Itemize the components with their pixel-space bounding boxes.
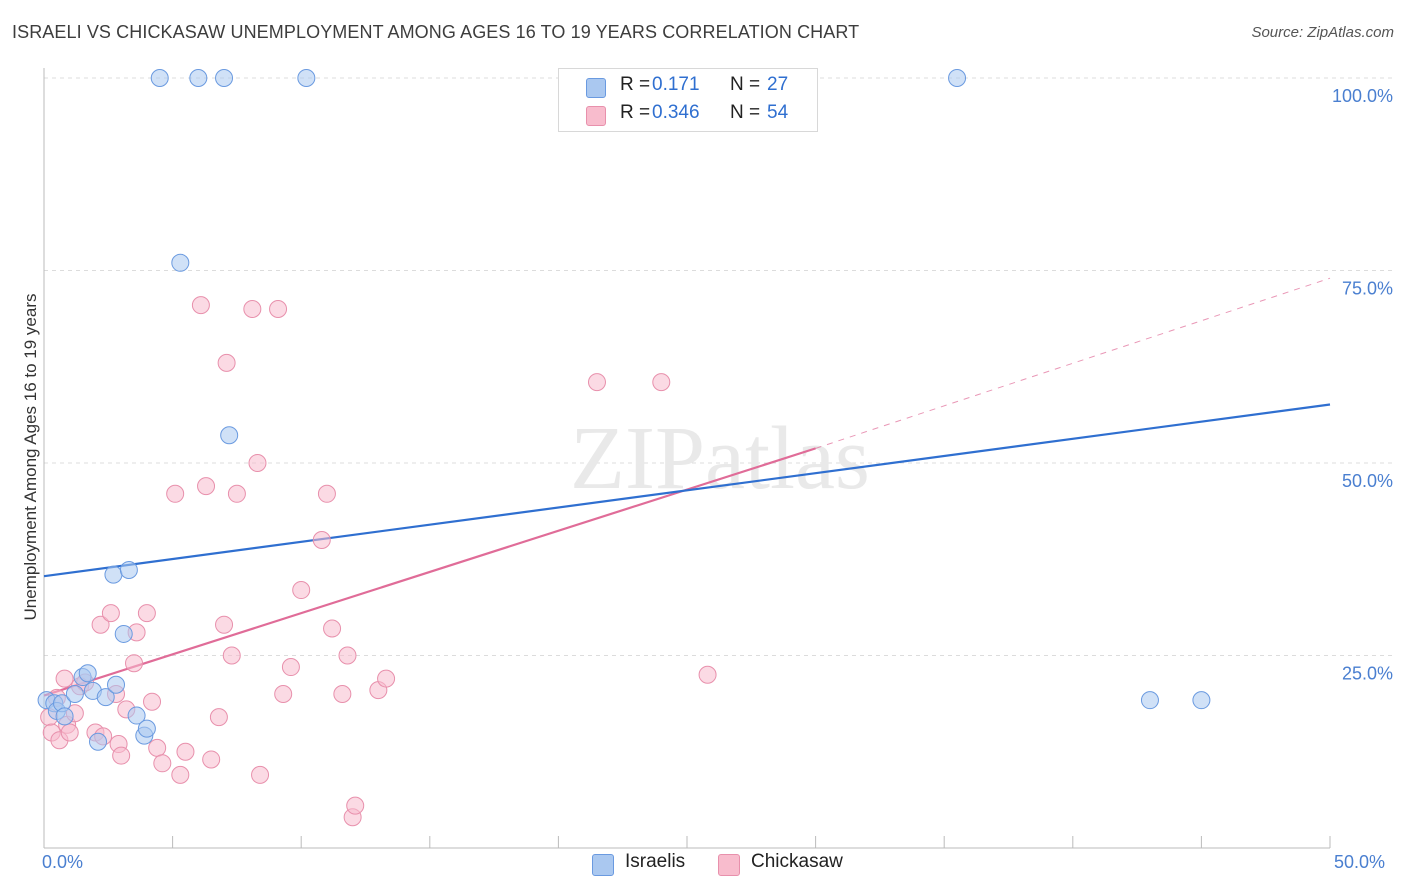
chickasaw-swatch: [718, 854, 740, 876]
legend-row-israelis: R = 0.171 N = 27: [559, 72, 817, 100]
israelis-point: [104, 565, 123, 584]
israelis-point: [948, 69, 967, 87]
chickasaw-point: [698, 665, 717, 684]
chickasaw-point: [55, 669, 74, 688]
n-value: 54: [767, 102, 789, 123]
chickasaw-point: [143, 692, 162, 711]
chickasaw-point: [377, 669, 396, 688]
legend-row-chickasaw: R = 0.346 N = 54: [559, 100, 817, 128]
israelis-point: [89, 732, 108, 751]
chickasaw-point: [91, 615, 110, 634]
chickasaw-point: [202, 750, 221, 769]
israelis-swatch: [592, 854, 614, 876]
chickasaw-trend-extension: [815, 277, 1331, 449]
israelis-point: [171, 253, 190, 272]
israelis-trend-line: [43, 403, 1331, 578]
israelis-point: [215, 69, 234, 87]
israelis-point: [189, 69, 208, 87]
trend-lines: [43, 277, 1331, 697]
chart-title: ISRAELI VS CHICKASAW UNEMPLOYMENT AMONG …: [12, 22, 860, 42]
chickasaw-point: [587, 373, 606, 392]
n-value: 27: [767, 74, 789, 95]
chickasaw-point: [112, 746, 131, 765]
x-tick-min: 0.0%: [42, 852, 84, 872]
chickasaw-point: [191, 296, 210, 315]
watermark: ZIPatlas: [570, 409, 870, 508]
israelis-point: [114, 624, 133, 643]
chickasaw-point: [292, 581, 311, 600]
chickasaw-point: [222, 646, 241, 665]
chickasaw-point: [346, 796, 365, 815]
chickasaw-point: [215, 615, 234, 634]
israelis-point: [150, 69, 169, 87]
chickasaw-point: [248, 454, 267, 472]
r-value: 0.346: [652, 102, 700, 123]
israelis-point: [297, 69, 316, 87]
n-label: N =: [730, 74, 761, 95]
chickasaw-point: [60, 723, 79, 742]
chickasaw-point: [312, 531, 331, 549]
chickasaw-point: [101, 604, 120, 623]
chickasaw-point: [243, 300, 262, 318]
israelis-point: [1140, 691, 1159, 710]
y-tick-label: 50.0%: [1342, 471, 1393, 491]
chickasaw-point: [209, 708, 228, 727]
chickasaw-point: [269, 300, 288, 318]
legend-label-chickasaw: Chickasaw: [751, 851, 843, 872]
x-tick-max: 50.0%: [1334, 852, 1386, 872]
israelis-point: [1192, 691, 1211, 710]
israelis-point: [107, 675, 126, 694]
chickasaw-point: [251, 765, 270, 784]
data-points: [37, 69, 1211, 827]
chickasaw-point: [317, 484, 336, 503]
israelis-point: [137, 719, 156, 738]
chickasaw-point: [338, 646, 357, 665]
chickasaw-point: [176, 742, 195, 761]
israelis-point: [96, 688, 115, 707]
chickasaw-point: [217, 353, 236, 372]
israelis-point: [65, 685, 84, 703]
y-axis-label: Unemployment Among Ages 16 to 19 years: [21, 293, 40, 621]
gridlines: [44, 77, 1394, 656]
chickasaw-point: [137, 604, 156, 623]
israelis-point: [119, 561, 138, 580]
chickasaw-point: [274, 685, 293, 703]
chickasaw-point: [227, 484, 246, 503]
chickasaw-swatch: [586, 106, 606, 126]
y-tick-label: 100.0%: [1332, 86, 1393, 106]
israelis-point: [55, 707, 74, 726]
chickasaw-point: [166, 484, 185, 503]
israelis-point: [127, 706, 146, 725]
israelis-swatch: [586, 78, 606, 98]
israelis-point: [78, 664, 97, 683]
chickasaw-point: [125, 654, 144, 673]
chickasaw-point: [652, 373, 671, 392]
r-label: R =: [620, 102, 651, 123]
r-label: R =: [620, 74, 651, 95]
legend-label-israelis: Israelis: [625, 851, 686, 872]
y-tick-labels: 25.0% 50.0% 75.0% 100.0%: [1332, 86, 1393, 684]
chickasaw-point: [197, 477, 216, 496]
correlation-legend: R = 0.171 N = 27 R = 0.346 N = 54: [558, 68, 818, 132]
chickasaw-point: [333, 685, 352, 703]
israelis-point: [220, 426, 239, 445]
chickasaw-point: [148, 738, 167, 757]
y-tick-label: 75.0%: [1342, 279, 1393, 299]
n-label: N =: [730, 102, 761, 123]
chickasaw-point: [153, 754, 172, 773]
r-value: 0.171: [652, 74, 700, 95]
chickasaw-point: [323, 619, 342, 638]
chickasaw-point: [171, 765, 190, 784]
source-label: Source: ZipAtlas.com: [1251, 24, 1394, 41]
y-tick-label: 25.0%: [1342, 664, 1393, 684]
chickasaw-point: [281, 658, 300, 677]
chickasaw-trend-line: [43, 447, 816, 697]
